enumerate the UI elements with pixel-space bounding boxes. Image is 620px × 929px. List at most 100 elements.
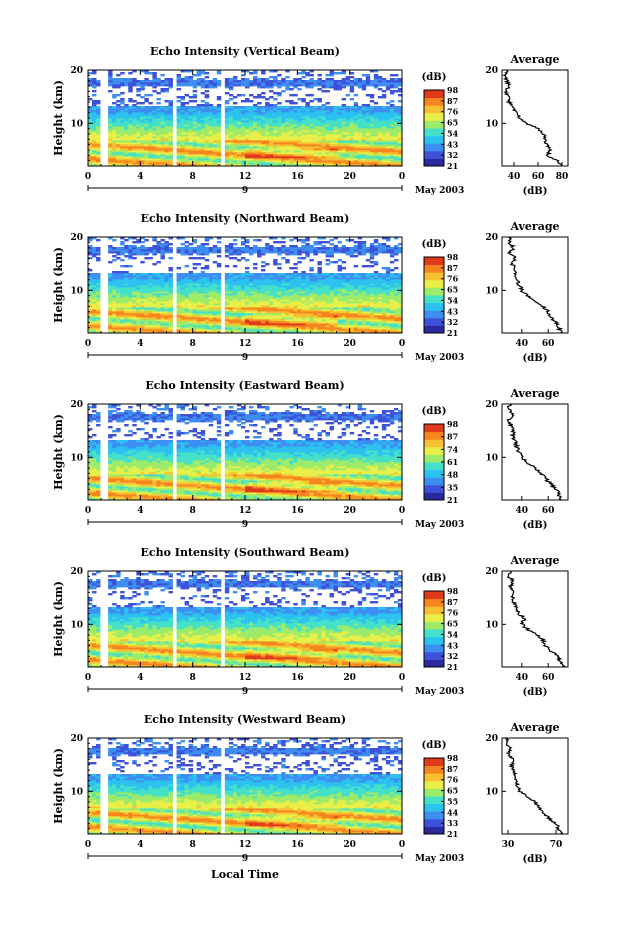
- heatmap-cell: [245, 82, 250, 85]
- heatmap-cell: [224, 156, 230, 159]
- heatmap-cell: [108, 112, 113, 115]
- heatmap-cell: [361, 86, 367, 89]
- heatmap-cell: [192, 130, 198, 133]
- heatmap-cell: [132, 331, 137, 334]
- heatmap-cell: [232, 122, 238, 125]
- heatmap-cell: [148, 144, 153, 147]
- heatmap-cell: [184, 110, 190, 113]
- heatmap-cell: [349, 331, 355, 334]
- heatmap-cell: [301, 110, 306, 113]
- heatmap-cell: [309, 323, 314, 326]
- heatmap-cell: [236, 114, 242, 117]
- heatmap-cell: [212, 116, 218, 119]
- heatmap-cell: [245, 128, 250, 131]
- heatmap-cell: [208, 154, 214, 157]
- heatmap-cell: [249, 114, 254, 117]
- heatmap-cell: [192, 82, 198, 85]
- heatmap-cell: [196, 116, 202, 119]
- heatmap-cell: [156, 118, 161, 121]
- heatmap-cell: [345, 76, 351, 79]
- heatmap-cell: [168, 327, 173, 330]
- heatmap-cell: [369, 164, 375, 167]
- heatmap-cell: [377, 329, 383, 332]
- heatmap-cell: [240, 138, 246, 141]
- heatmap-cell: [120, 152, 125, 155]
- heatmap-cell: [361, 325, 367, 328]
- heatmap-cell: [253, 76, 258, 79]
- heatmap-cell: [116, 156, 121, 159]
- heatmap-cell: [369, 106, 375, 109]
- heatmap-cell: [240, 78, 246, 81]
- heatmap-cell: [377, 142, 383, 145]
- heatmap-cell: [301, 148, 306, 151]
- heatmap-cell: [345, 142, 351, 145]
- heatmap-cell: [240, 146, 246, 149]
- heatmap-cell: [168, 108, 173, 111]
- heatmap-cell: [108, 116, 113, 119]
- heatmap-cell: [333, 148, 338, 151]
- heatmap-cell: [349, 148, 355, 151]
- heatmap-cell: [92, 108, 97, 111]
- heatmap-cell: [337, 140, 343, 143]
- heatmap-cell: [180, 112, 186, 115]
- heatmap-cell: [301, 126, 306, 129]
- heatmap-cell: [377, 164, 383, 167]
- colorbar-swatch: [424, 97, 444, 106]
- heatmap-cell: [192, 325, 198, 328]
- heatmap-cell: [168, 329, 173, 332]
- heatmap-cell: [236, 140, 242, 143]
- heatmap-cell: [341, 122, 347, 125]
- heatmap-cell: [377, 110, 383, 113]
- heatmap-cell: [116, 154, 121, 157]
- heatmap-cell: [200, 329, 206, 332]
- heatmap-cell: [333, 84, 338, 87]
- heatmap-cell: [293, 134, 298, 137]
- heatmap-cell: [397, 162, 403, 165]
- heatmap-cell: [269, 90, 274, 93]
- heatmap-cell: [393, 138, 399, 141]
- heatmap-cell: [353, 120, 359, 123]
- heatmap-cell: [132, 116, 137, 119]
- heatmap-cell: [204, 72, 210, 75]
- heatmap-cell: [381, 162, 387, 165]
- heatmap-cell: [176, 323, 181, 326]
- heatmap-cell: [341, 162, 347, 165]
- heatmap-cell: [281, 78, 286, 81]
- heatmap-cell: [232, 106, 238, 109]
- heatmap-cell: [168, 331, 173, 334]
- heatmap-cell: [224, 128, 230, 131]
- heatmap-cell: [184, 76, 190, 79]
- heatmap-cell: [385, 144, 391, 147]
- heatmap-cell: [265, 80, 270, 83]
- heatmap-cell: [281, 124, 286, 127]
- heatmap-cell: [325, 132, 330, 135]
- heatmap-cell: [204, 122, 210, 125]
- heatmap-cell: [301, 144, 306, 147]
- heatmap-cell: [289, 88, 294, 91]
- heatmap-cell: [124, 128, 129, 131]
- x-tick-label: 0: [85, 172, 91, 182]
- heatmap-cell: [204, 325, 210, 328]
- heatmap-cell: [269, 84, 274, 87]
- heatmap-cell: [353, 130, 359, 133]
- heatmap-cell: [357, 106, 363, 109]
- heatmap-cell: [120, 134, 125, 137]
- heatmap-cell: [265, 114, 270, 117]
- heatmap-cell: [108, 142, 113, 145]
- heatmap-cell: [232, 132, 238, 135]
- heatmap-cell: [389, 92, 395, 95]
- heatmap-cell: [301, 70, 306, 73]
- heatmap-cell: [176, 116, 181, 119]
- heatmap-cell: [361, 138, 367, 141]
- heatmap-cell: [200, 124, 206, 127]
- heatmap-cell: [313, 84, 318, 87]
- heatmap-cell: [192, 323, 198, 326]
- heatmap-cell: [164, 82, 169, 85]
- heatmap-cell: [184, 138, 190, 141]
- heatmap-cell: [389, 110, 395, 113]
- heatmap-cell: [200, 128, 206, 131]
- heatmap-cell: [385, 120, 391, 123]
- heatmap-cell: [393, 148, 399, 151]
- heatmap-cell: [228, 106, 234, 109]
- heatmap-cell: [92, 80, 97, 83]
